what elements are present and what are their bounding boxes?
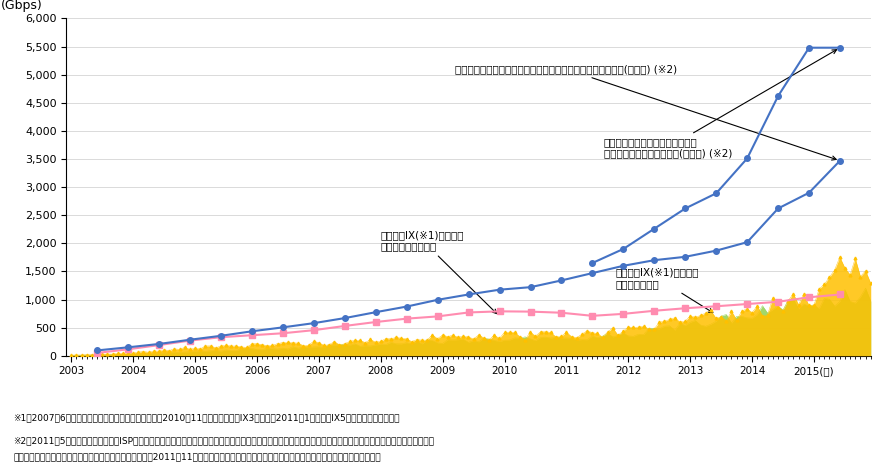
- Text: ※2　2011年5月以前は、一部の協力ISPとブロードバンドサービス契約者との間のトラヒックに携帯電話網との間の移動通信トラヒックの一部が含まれていたが、当: ※2 2011年5月以前は、一部の協力ISPとブロードバンドサービス契約者との間…: [13, 437, 434, 445]
- Text: 我が国のブロードバンド契約者の
総アップロードトラヒック(推定値) (※2): 我が国のブロードバンド契約者の 総アップロードトラヒック(推定値) (※2): [604, 50, 836, 158]
- Text: ※1　2007年6月分はデータに欠落があったため除外。2010年11月以前は、主要IX3団体分、2011年1月以降はIX5団体分のトラヒック。: ※1 2007年6月分はデータに欠落があったため除外。2010年11月以前は、主…: [13, 413, 400, 422]
- Text: 国内主要IX(※1)における
平均トラヒック: 国内主要IX(※1)における 平均トラヒック: [616, 267, 713, 313]
- Text: 我が国のブロードバンド契約者の総ダウンロードトラヒック(推定値) (※2): 我が国のブロードバンド契約者の総ダウンロードトラヒック(推定値) (※2): [455, 64, 836, 160]
- Text: 国内主要IX(※1)における
トラヒックピーク値: 国内主要IX(※1)における トラヒックピーク値: [381, 230, 497, 314]
- Y-axis label: (Gbps): (Gbps): [1, 0, 43, 12]
- Text: 該トラヒックを区別することが可能となったため、2011年11月より当該トラヒックを除く形でトラヒックの集計・試算を行うこととした。: 該トラヒックを区別することが可能となったため、2011年11月より当該トラヒック…: [13, 452, 381, 461]
